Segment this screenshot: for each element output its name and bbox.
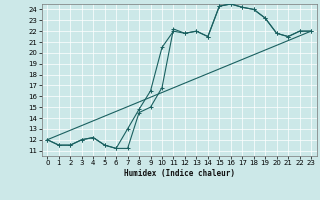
X-axis label: Humidex (Indice chaleur): Humidex (Indice chaleur): [124, 169, 235, 178]
